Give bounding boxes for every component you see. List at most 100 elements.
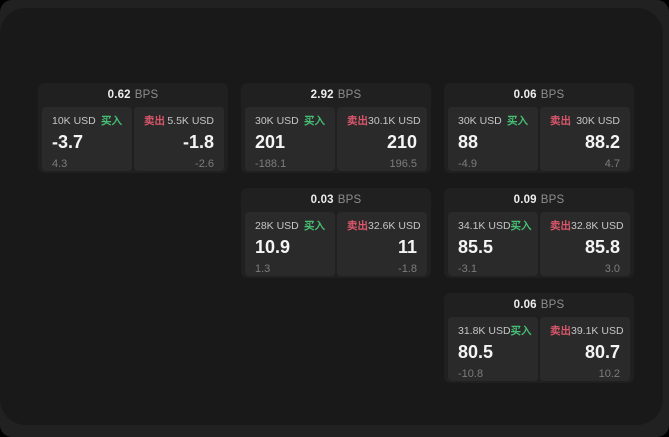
buy-top-row: 34.1K USD 买入 [458,219,532,233]
buy-price: 88 [458,132,479,152]
sell-amount: 39.1K USD [571,325,624,337]
sell-panel[interactable]: 卖出 5.5K USD -1.8 -2.6 [134,107,224,171]
sell-amount: 30.1K USD [368,115,421,127]
spread-unit-label: BPS [540,194,565,206]
buy-top-row: 10K USD 买入 [52,114,122,128]
quote-body: 31.8K USD 买入 80.5 -10.8 卖出 39.1K USD 80.… [444,317,634,383]
buy-price: 85.5 [458,237,494,257]
buy-panel[interactable]: 10K USD 买入 -3.7 4.3 [42,107,132,171]
spread-header: 0.09 BPS [444,188,634,212]
sell-sub-value: 4.7 [604,158,620,170]
buy-sub-value: -4.9 [458,158,477,170]
buy-amount: 28K USD [255,220,299,232]
sell-side-label: 卖出 [550,115,571,127]
sell-side-label: 卖出 [144,115,165,127]
buy-sub-value: 1.3 [255,263,271,275]
buy-price: 10.9 [255,237,291,257]
buy-top-row: 28K USD 买入 [255,219,325,233]
buy-amount: 30K USD [458,115,502,127]
sell-price: 11 [397,237,417,257]
buy-side-label: 买入 [507,115,528,127]
quote-card: 0.62 BPS 10K USD 买入 -3.7 4.3 卖出 5.5K USD… [38,83,228,173]
buy-amount: 30K USD [255,115,299,127]
sell-top-row: 卖出 30.1K USD [347,114,421,128]
sell-top-row: 卖出 5.5K USD [144,114,214,128]
buy-panel[interactable]: 31.8K USD 买入 80.5 -10.8 [448,317,538,381]
buy-side-label: 买入 [304,115,325,127]
spread-value: 0.03 [310,194,334,206]
sell-sub-value: -1.8 [398,263,417,275]
sell-panel[interactable]: 卖出 32.6K USD 11 -1.8 [337,212,427,276]
buy-amount: 34.1K USD [458,220,511,232]
buy-side-label: 买入 [101,115,122,127]
sell-amount: 32.8K USD [571,220,624,232]
sell-sub-value: 196.5 [389,158,417,170]
buy-sub-value: 4.3 [52,158,68,170]
spread-value: 0.09 [513,194,537,206]
sell-top-row: 卖出 32.8K USD [550,219,624,233]
spread-value: 0.06 [513,89,537,101]
quote-card: 0.09 BPS 34.1K USD 买入 85.5 -3.1 卖出 32.8K… [444,188,634,278]
sell-side-label: 卖出 [347,220,368,232]
buy-price: -3.7 [52,132,84,152]
sell-side-label: 卖出 [550,325,571,337]
quote-body: 28K USD 买入 10.9 1.3 卖出 32.6K USD 11 -1.8 [241,212,431,278]
buy-sub-value: -3.1 [458,263,477,275]
sell-panel[interactable]: 卖出 30K USD 88.2 4.7 [540,107,630,171]
buy-sub-value: -10.8 [458,368,484,380]
sell-amount: 32.6K USD [368,220,421,232]
buy-panel[interactable]: 28K USD 买入 10.9 1.3 [245,212,335,276]
sell-price: 80.7 [584,342,620,362]
sell-price: -1.8 [182,132,214,152]
spread-unit-label: BPS [540,89,565,101]
sell-top-row: 卖出 30K USD [550,114,620,128]
sell-panel[interactable]: 卖出 30.1K USD 210 196.5 [337,107,427,171]
buy-panel[interactable]: 30K USD 买入 201 -188.1 [245,107,335,171]
buy-side-label: 买入 [304,220,325,232]
sell-sub-value: -2.6 [195,158,214,170]
buy-amount: 31.8K USD [458,325,511,337]
quote-body: 34.1K USD 买入 85.5 -3.1 卖出 32.8K USD 85.8… [444,212,634,278]
sell-amount: 30K USD [576,115,620,127]
content-surface: 0.62 BPS 10K USD 买入 -3.7 4.3 卖出 5.5K USD… [0,8,663,425]
spread-value: 2.92 [310,89,334,101]
spread-unit-label: BPS [337,89,362,101]
buy-amount: 10K USD [52,115,96,127]
sell-price: 88.2 [584,132,620,152]
buy-side-label: 买入 [510,325,532,337]
spread-header: 2.92 BPS [241,83,431,107]
buy-panel[interactable]: 30K USD 买入 88 -4.9 [448,107,538,171]
quote-grid: 0.62 BPS 10K USD 买入 -3.7 4.3 卖出 5.5K USD… [38,83,634,383]
quote-body: 10K USD 买入 -3.7 4.3 卖出 5.5K USD -1.8 -2.… [38,107,228,173]
spread-unit-label: BPS [134,89,159,101]
buy-top-row: 30K USD 买入 [255,114,325,128]
spread-header: 0.03 BPS [241,188,431,212]
quote-body: 30K USD 买入 201 -188.1 卖出 30.1K USD 210 1… [241,107,431,173]
spread-value: 0.06 [513,299,537,311]
spread-header: 0.06 BPS [444,293,634,317]
sell-panel[interactable]: 卖出 32.8K USD 85.8 3.0 [540,212,630,276]
spread-header: 0.62 BPS [38,83,228,107]
quote-card: 0.06 BPS 31.8K USD 买入 80.5 -10.8 卖出 39.1… [444,293,634,383]
buy-price: 201 [255,132,286,152]
sell-sub-value: 3.0 [604,263,620,275]
buy-side-label: 买入 [510,220,532,232]
sell-price: 210 [386,132,417,152]
sell-sub-value: 10.2 [598,368,620,380]
spread-unit-label: BPS [337,194,362,206]
sell-side-label: 卖出 [347,115,368,127]
spread-value: 0.62 [107,89,131,101]
quote-body: 30K USD 买入 88 -4.9 卖出 30K USD 88.2 4.7 [444,107,634,173]
sell-amount: 5.5K USD [167,115,214,127]
quote-card: 0.03 BPS 28K USD 买入 10.9 1.3 卖出 32.6K US… [241,188,431,278]
sell-price: 85.8 [584,237,620,257]
sell-panel[interactable]: 卖出 39.1K USD 80.7 10.2 [540,317,630,381]
quote-card: 0.06 BPS 30K USD 买入 88 -4.9 卖出 30K USD 8… [444,83,634,173]
spread-unit-label: BPS [540,299,565,311]
sell-top-row: 卖出 32.6K USD [347,219,421,233]
buy-price: 80.5 [458,342,494,362]
buy-panel[interactable]: 34.1K USD 买入 85.5 -3.1 [448,212,538,276]
buy-top-row: 30K USD 买入 [458,114,528,128]
sell-side-label: 卖出 [550,220,571,232]
